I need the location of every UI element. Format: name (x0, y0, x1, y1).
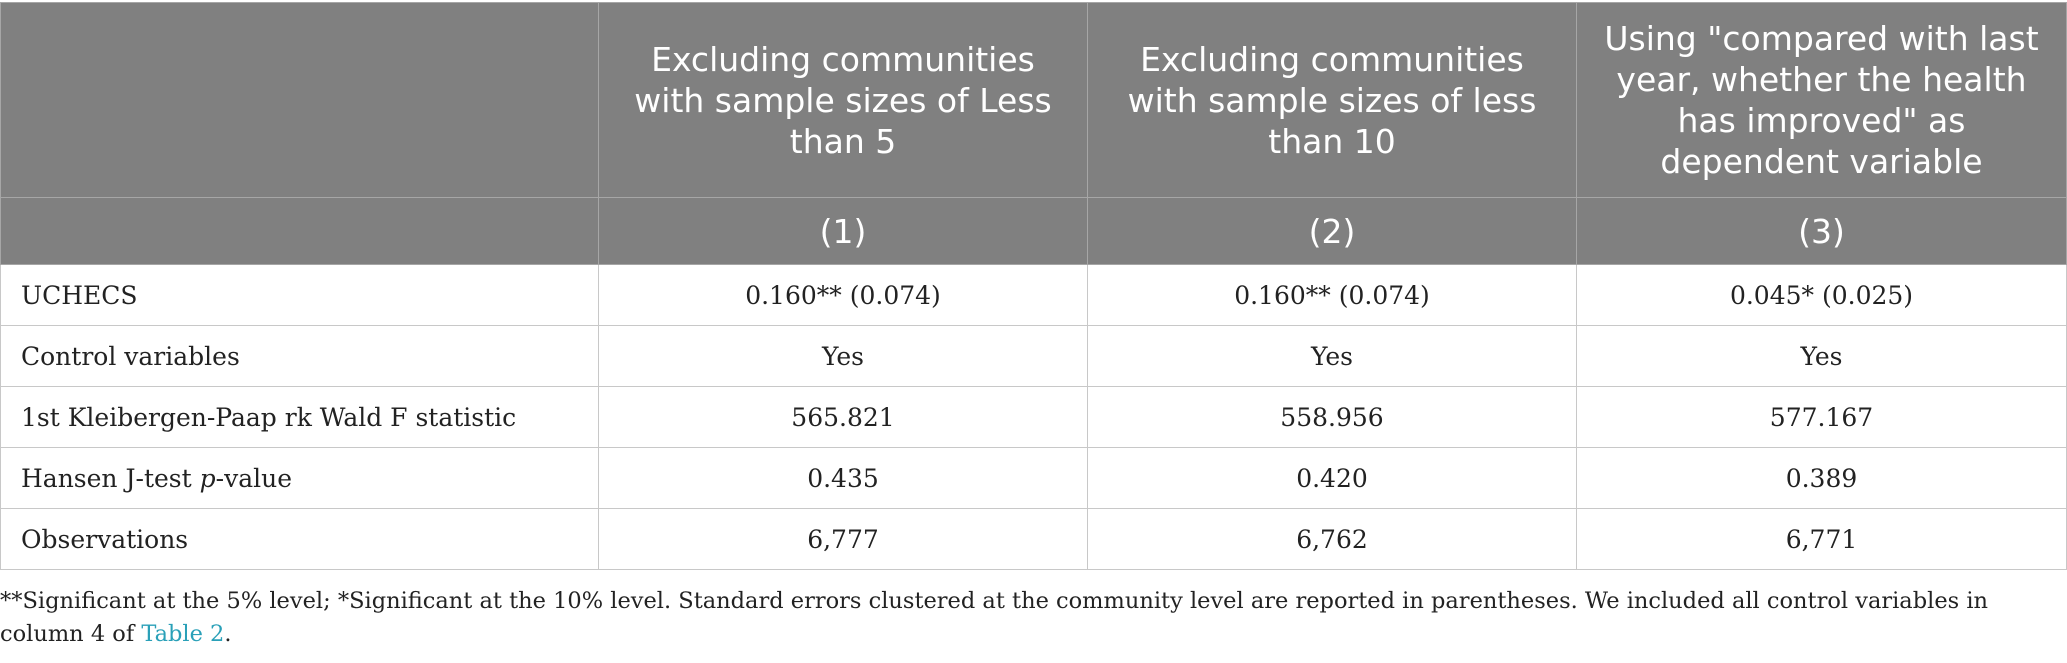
results-table: Excluding communities with sample sizes … (0, 2, 2067, 570)
column-number-2: (2) (1087, 197, 1577, 265)
table-cell: 565.821 (598, 386, 1088, 448)
row-label: Hansen J-test p-value (0, 447, 599, 509)
table-row: Control variables Yes Yes Yes (0, 325, 2067, 387)
table-2-link[interactable]: Table 2 (141, 621, 225, 647)
column-number-empty (0, 197, 599, 265)
header-cell-col3: Using "compared with last year, whether … (1576, 2, 2067, 198)
table-cell: 0.420 (1087, 447, 1577, 509)
header-cell-col1: Excluding communities with sample sizes … (598, 2, 1088, 198)
table-cell: Yes (598, 325, 1088, 387)
column-number-1: (1) (598, 197, 1088, 265)
footnote-text: **Significant at the 5% level; *Signific… (0, 588, 1989, 647)
header-cell-empty (0, 2, 599, 198)
header-row: Excluding communities with sample sizes … (0, 2, 2067, 198)
table-cell: 6,771 (1576, 508, 2067, 570)
row-label: Control variables (0, 325, 599, 387)
row-label: 1st Kleibergen-Paap rk Wald F statistic (0, 386, 599, 448)
table-row: Hansen J-test p-value 0.435 0.420 0.389 (0, 447, 2067, 509)
table-cell: 0.160** (0.074) (1087, 264, 1577, 326)
table-cell: 0.389 (1576, 447, 2067, 509)
table-cell: Yes (1087, 325, 1577, 387)
table-cell: 0.045* (0.025) (1576, 264, 2067, 326)
table-cell: 0.435 (598, 447, 1088, 509)
column-number-row: (1) (2) (3) (0, 197, 2067, 265)
table-row: 1st Kleibergen-Paap rk Wald F statistic … (0, 386, 2067, 448)
table-cell: Yes (1576, 325, 2067, 387)
column-number-3: (3) (1576, 197, 2067, 265)
table-cell: 6,762 (1087, 508, 1577, 570)
row-label-italic: p (199, 463, 216, 493)
header-cell-col2: Excluding communities with sample sizes … (1087, 2, 1577, 198)
table-row: UCHECS 0.160** (0.074) 0.160** (0.074) 0… (0, 264, 2067, 326)
footnote-tail: . (224, 621, 232, 647)
row-label-suffix: -value (215, 463, 293, 493)
table-cell: 577.167 (1576, 386, 2067, 448)
table-cell: 6,777 (598, 508, 1088, 570)
table-cell: 558.956 (1087, 386, 1577, 448)
row-label-prefix: Hansen J-test (21, 463, 200, 493)
row-label: Observations (0, 508, 599, 570)
table-cell: 0.160** (0.074) (598, 264, 1088, 326)
table-row: Observations 6,777 6,762 6,771 (0, 508, 2067, 570)
row-label: UCHECS (0, 264, 599, 326)
table-footnote: **Significant at the 5% level; *Signific… (0, 585, 2040, 651)
